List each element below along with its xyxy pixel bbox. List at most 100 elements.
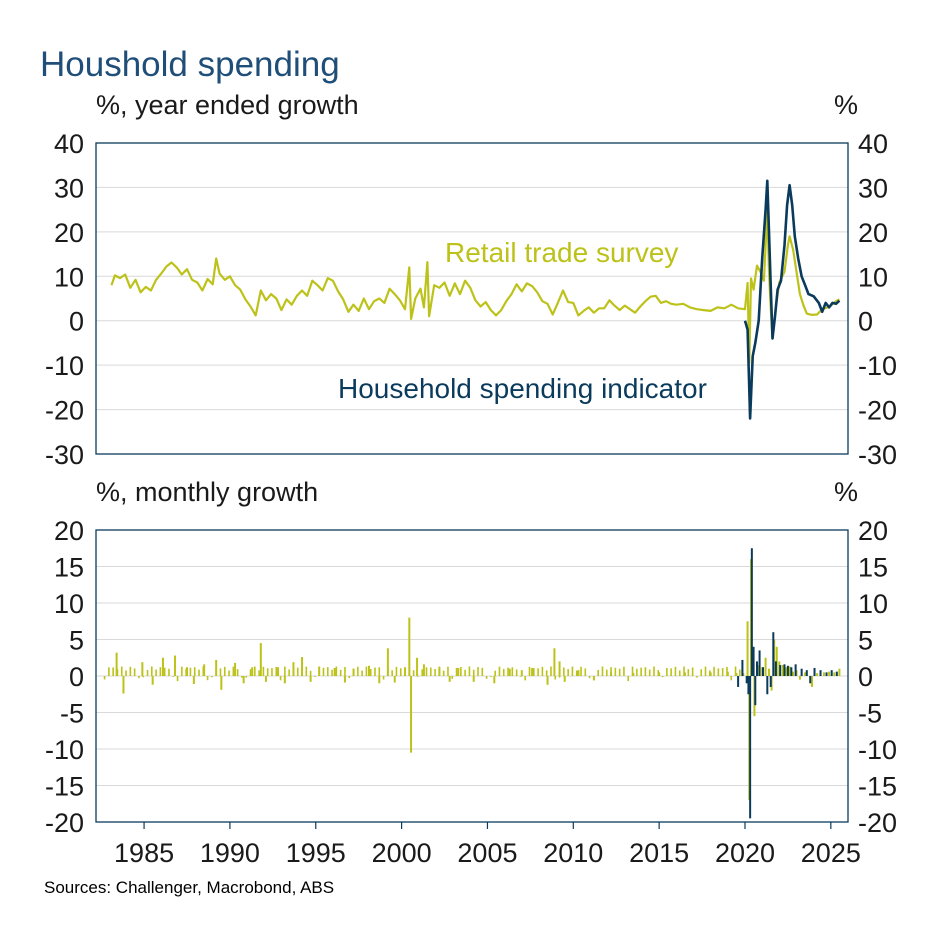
- hsi-bar: [750, 548, 753, 676]
- hsi-bar: [779, 665, 782, 676]
- retail-bar: [301, 657, 304, 676]
- retail-minor-bar: [580, 666, 582, 676]
- retail-minor-bar: [241, 676, 243, 678]
- hsi-bar: [830, 670, 833, 676]
- retail-minor-bar: [610, 667, 612, 676]
- retail-bar: [683, 672, 686, 676]
- retail-bar: [333, 667, 336, 676]
- bottom-right-axis-unit: %: [834, 477, 858, 507]
- retail-bar: [546, 676, 549, 685]
- retail-bar: [276, 667, 279, 676]
- bottom-plot-frame: [95, 529, 849, 823]
- retail-bar: [804, 672, 807, 676]
- retail-bar: [141, 662, 144, 676]
- top-left-tick-label: 30: [54, 173, 84, 203]
- hsi-line: [743, 179, 841, 420]
- retail-bar: [563, 676, 566, 682]
- retail-minor-bar: [691, 667, 694, 676]
- retail-minor-bar: [726, 666, 728, 676]
- retail-minor-bar: [369, 669, 372, 676]
- retail-bar: [393, 676, 396, 683]
- retail-bar: [251, 667, 254, 676]
- retail-minor-bar: [477, 667, 479, 676]
- retail-bar: [283, 676, 286, 684]
- retail-bar: [408, 617, 411, 676]
- retail-minor-bar: [605, 669, 608, 676]
- retail-minor-bar: [254, 666, 256, 676]
- hsi-bar: [805, 670, 808, 676]
- retail-minor-bar: [172, 676, 175, 677]
- retail-minor-bar: [374, 667, 376, 676]
- retail-bar: [185, 667, 188, 676]
- retail-minor-bar: [545, 670, 548, 676]
- x-tick-label: 1995: [286, 838, 346, 868]
- bottom-left-tick-label: -10: [45, 735, 84, 765]
- top-left-tick-label: -30: [45, 440, 84, 470]
- retail-minor-bar: [211, 676, 213, 678]
- hsi-bar: [794, 664, 797, 676]
- x-tick-label: 2010: [543, 838, 603, 868]
- retail-bar: [448, 676, 451, 682]
- retail-bar: [192, 676, 195, 685]
- retail-minor-bar: [739, 669, 741, 676]
- retail-minor-bar: [447, 666, 449, 676]
- retail-minor-bar: [678, 670, 681, 676]
- retail-minor-bar: [335, 666, 338, 676]
- retail-bar: [457, 667, 460, 676]
- retail-minor-bar: [339, 669, 342, 676]
- retail-minor-bar: [142, 676, 145, 678]
- retail-minor-bar: [391, 670, 393, 676]
- retail-minor-bar: [520, 676, 522, 677]
- retail-bar: [472, 676, 475, 682]
- retail-minor-bar: [322, 667, 325, 676]
- hsi-bar: [758, 650, 761, 676]
- hsi-bar: [752, 646, 755, 676]
- retail-bar: [234, 662, 237, 676]
- retail-minor-bar: [181, 666, 183, 676]
- retail-minor-bar: [700, 669, 703, 676]
- x-tick-label: 2000: [372, 838, 432, 868]
- retail-minor-bar: [331, 669, 333, 676]
- retail-minor-bar: [219, 668, 222, 676]
- retail-minor-bar: [451, 676, 454, 679]
- retail-bar: [259, 643, 262, 676]
- x-tick-label: 1985: [114, 838, 174, 868]
- top-left-axis-unit: %, year ended growth: [96, 90, 359, 120]
- top-y-tick-labels: 40 40 30 30 20 20 10 10 0 0 -10 -10 -20 -20 -30 -30: [45, 129, 897, 470]
- retail-minor-bar: [163, 667, 166, 676]
- retail-minor-bar: [245, 676, 248, 678]
- bottom-left-tick-label: 20: [54, 516, 84, 546]
- retail-bar: [833, 672, 836, 676]
- retail-minor-bar: [168, 668, 170, 676]
- bottom-left-tick-label: 15: [54, 553, 84, 583]
- retail-minor-bar: [464, 669, 466, 676]
- retail-bar: [558, 661, 561, 676]
- hsi-bar: [774, 661, 777, 676]
- retail-minor-bar: [666, 668, 668, 676]
- retail-minor-bar: [455, 667, 458, 676]
- bottom-left-axis-unit: %, monthly growth: [96, 477, 318, 507]
- retail-bar: [816, 673, 819, 676]
- retail-minor-bar: [614, 667, 617, 676]
- hsi-bar: [769, 676, 772, 687]
- retail-minor-bar: [567, 669, 569, 676]
- retail-bar: [838, 668, 841, 676]
- chart-title: Houshold spending: [40, 45, 340, 84]
- x-tick-label: 2005: [457, 838, 517, 868]
- source-note: Sources: Challenger, Macrobond, ABS: [44, 878, 334, 897]
- retail-minor-bar: [601, 666, 604, 676]
- retail-minor-bar: [507, 667, 509, 676]
- retail-minor-bar: [713, 666, 715, 676]
- retail-minor-bar: [425, 667, 428, 676]
- year-ended-growth-panel: %, year ended growth % 40 40 30 30 20 20 10 10 0…: [45, 90, 897, 470]
- retail-minor-bar: [365, 666, 368, 676]
- retail-minor-bar: [236, 669, 239, 676]
- retail-bar: [610, 671, 613, 676]
- retail-bar: [792, 671, 795, 676]
- retail-minor-bar: [597, 669, 599, 676]
- retail-bar: [531, 667, 534, 676]
- retail-minor-bar: [288, 669, 290, 676]
- retail-bar: [378, 676, 381, 684]
- top-left-tick-label: -20: [45, 396, 84, 426]
- retail-minor-bar: [193, 667, 196, 676]
